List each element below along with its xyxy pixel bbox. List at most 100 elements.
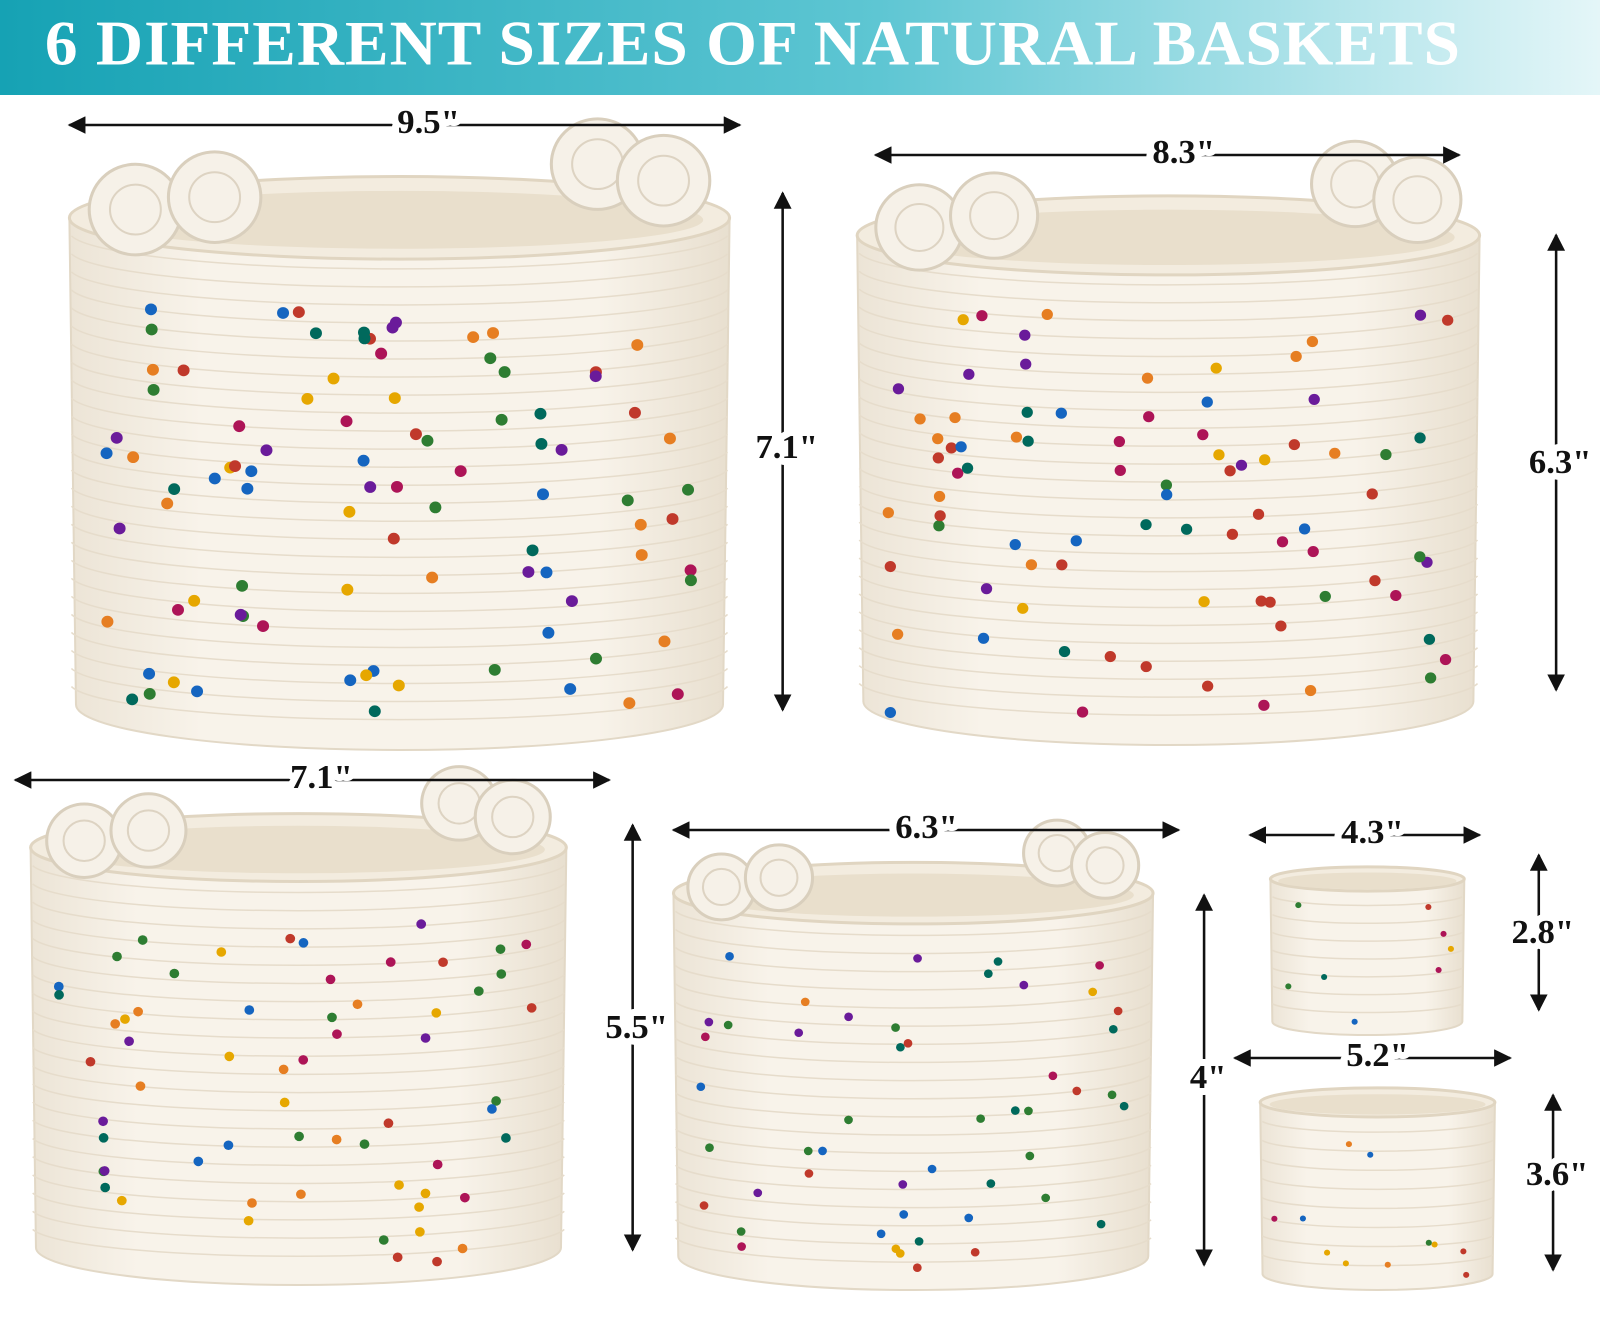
color-dot bbox=[537, 488, 550, 501]
color-dot bbox=[1058, 646, 1071, 658]
color-dot bbox=[1342, 1260, 1349, 1267]
rope-knot-loop bbox=[637, 154, 691, 207]
color-dot bbox=[1290, 350, 1302, 363]
color-dot bbox=[426, 571, 439, 584]
rope-knot bbox=[874, 183, 965, 272]
color-dot bbox=[899, 1210, 909, 1219]
color-dot bbox=[359, 1139, 370, 1149]
color-dot bbox=[54, 990, 64, 1000]
rope-row bbox=[70, 433, 729, 468]
color-dot bbox=[526, 544, 539, 557]
color-dot bbox=[341, 583, 354, 596]
color-dot bbox=[589, 370, 602, 383]
rope-row bbox=[32, 1192, 565, 1221]
color-dot bbox=[699, 1201, 709, 1210]
color-dot bbox=[1259, 454, 1271, 466]
rope-row bbox=[675, 965, 1152, 991]
rope-row bbox=[1261, 1235, 1494, 1248]
color-dot bbox=[555, 443, 568, 456]
banner bbox=[0, 0, 1600, 95]
color-dot bbox=[378, 1235, 389, 1245]
color-dot bbox=[147, 383, 160, 396]
rope-row bbox=[675, 928, 1152, 955]
color-dot bbox=[135, 1081, 146, 1091]
color-dot bbox=[621, 494, 634, 507]
color-dot bbox=[167, 676, 180, 689]
rope-row bbox=[32, 1083, 565, 1112]
color-dot bbox=[1447, 945, 1454, 952]
rope-row bbox=[32, 992, 565, 1021]
width-label: 4.3" bbox=[1341, 813, 1404, 851]
color-dot bbox=[1072, 1086, 1082, 1096]
color-dot bbox=[301, 392, 314, 405]
color-dot bbox=[534, 407, 547, 420]
color-dot bbox=[1235, 459, 1248, 471]
rope-row bbox=[858, 575, 1479, 609]
rope-row bbox=[32, 956, 565, 985]
color-dot bbox=[145, 323, 158, 336]
color-dot bbox=[414, 1202, 424, 1212]
color-dot bbox=[933, 520, 945, 532]
rope-row bbox=[32, 937, 565, 966]
rope-row bbox=[70, 379, 729, 414]
color-dot bbox=[1414, 551, 1426, 563]
basket bbox=[1268, 865, 1466, 1036]
color-dot bbox=[496, 969, 507, 979]
rope-row bbox=[32, 883, 565, 912]
color-dot bbox=[803, 1146, 813, 1156]
rope-row bbox=[1272, 967, 1463, 978]
color-dot bbox=[420, 1033, 431, 1043]
color-dot bbox=[1329, 447, 1341, 459]
color-dot bbox=[420, 1188, 431, 1199]
color-dot bbox=[1213, 449, 1225, 461]
color-dot bbox=[224, 1051, 235, 1062]
color-dot bbox=[387, 532, 400, 545]
color-dot bbox=[438, 957, 448, 968]
color-dot bbox=[113, 522, 126, 535]
rope-row bbox=[675, 1219, 1152, 1245]
color-dot bbox=[1210, 362, 1222, 374]
rope-row bbox=[32, 1228, 565, 1258]
color-dot bbox=[1252, 508, 1265, 520]
color-dot bbox=[343, 505, 356, 518]
color-dot bbox=[844, 1012, 853, 1022]
rope-knot-loop bbox=[701, 867, 741, 907]
width-label: 8.3" bbox=[1152, 133, 1215, 171]
rope-row bbox=[1261, 1216, 1494, 1229]
color-dot bbox=[1119, 1101, 1129, 1111]
color-dot bbox=[110, 432, 123, 444]
color-dot bbox=[903, 1039, 913, 1048]
rope-row bbox=[675, 1037, 1152, 1064]
rope-knot bbox=[1069, 831, 1141, 900]
color-dot bbox=[457, 1243, 468, 1254]
rope-row bbox=[1261, 1139, 1494, 1152]
color-dot bbox=[1307, 546, 1319, 558]
color-dot bbox=[635, 549, 648, 561]
color-dot bbox=[961, 462, 974, 474]
color-dot bbox=[487, 1104, 497, 1114]
color-dot bbox=[100, 1182, 111, 1193]
color-dot bbox=[628, 406, 641, 419]
rope-row bbox=[32, 919, 565, 948]
color-dot bbox=[298, 938, 309, 948]
color-dot bbox=[245, 465, 258, 478]
color-dot bbox=[241, 482, 254, 495]
color-dot bbox=[876, 1229, 886, 1239]
color-dot bbox=[344, 674, 357, 687]
color-dot bbox=[116, 1195, 127, 1206]
color-dot bbox=[949, 412, 961, 424]
color-dot bbox=[963, 368, 975, 380]
color-dot bbox=[484, 352, 497, 365]
color-dot bbox=[234, 608, 247, 621]
color-dot bbox=[631, 339, 644, 351]
color-dot bbox=[1041, 308, 1053, 321]
rope-row bbox=[32, 1028, 565, 1057]
color-dot bbox=[431, 1008, 442, 1018]
rope-row bbox=[675, 1074, 1152, 1100]
rope-row bbox=[70, 415, 729, 450]
color-dot bbox=[331, 1134, 342, 1145]
rope-knot-loop bbox=[1085, 846, 1125, 885]
basket-body bbox=[29, 846, 568, 1286]
color-dot bbox=[416, 919, 427, 929]
